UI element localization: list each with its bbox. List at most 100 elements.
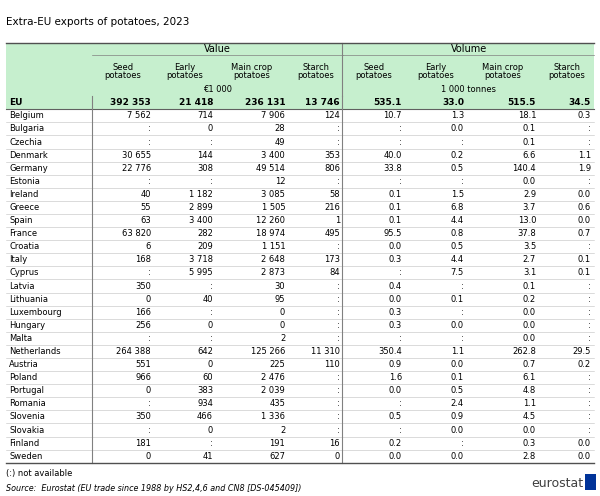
Text: potatoes: potatoes	[297, 71, 334, 80]
Text: 0.3: 0.3	[389, 321, 402, 330]
Text: 934: 934	[197, 399, 213, 408]
Text: 0.1: 0.1	[523, 282, 536, 291]
Text: 84: 84	[329, 268, 340, 277]
Text: Seed: Seed	[364, 63, 385, 72]
Text: 168: 168	[135, 255, 151, 264]
Bar	[6, 397, 594, 410]
Text: 2: 2	[280, 426, 285, 434]
Text: 110: 110	[325, 360, 340, 369]
Bar	[6, 410, 594, 424]
Text: :: :	[461, 137, 464, 146]
Text: 495: 495	[325, 229, 340, 238]
Text: :: :	[461, 308, 464, 317]
Text: 2 648: 2 648	[262, 255, 285, 264]
Text: :: :	[337, 413, 340, 422]
Text: :: :	[588, 282, 591, 291]
Text: 10.7: 10.7	[383, 112, 402, 121]
Bar	[6, 450, 594, 463]
Text: 1 505: 1 505	[262, 203, 285, 212]
Text: 0: 0	[146, 452, 151, 461]
Text: Source:  Eurostat (EU trade since 1988 by HS2,4,6 and CN8 [DS-045409]): Source: Eurostat (EU trade since 1988 by…	[6, 484, 301, 493]
Text: 392 353: 392 353	[110, 98, 151, 107]
Text: (:) not available: (:) not available	[6, 469, 73, 478]
Text: 308: 308	[197, 164, 213, 173]
Bar	[6, 280, 594, 293]
Text: 551: 551	[136, 360, 151, 369]
Text: :: :	[148, 426, 151, 434]
Text: 0.9: 0.9	[451, 413, 464, 422]
Text: 3 085: 3 085	[262, 190, 285, 199]
Text: :: :	[588, 177, 591, 186]
Text: €1 000: €1 000	[203, 85, 232, 94]
Text: :: :	[337, 399, 340, 408]
Text: 4.4: 4.4	[451, 255, 464, 264]
Text: 3 718: 3 718	[189, 255, 213, 264]
Text: 0.0: 0.0	[451, 124, 464, 133]
Text: :: :	[588, 334, 591, 343]
Text: 16: 16	[329, 438, 340, 447]
Text: 3.1: 3.1	[523, 268, 536, 277]
Bar	[6, 358, 594, 371]
Text: 2 899: 2 899	[189, 203, 213, 212]
Bar	[6, 214, 594, 227]
Text: 58: 58	[329, 190, 340, 199]
Text: Value: Value	[204, 44, 231, 54]
Text: 13 746: 13 746	[305, 98, 340, 107]
Text: 1 000 tonnes: 1 000 tonnes	[441, 85, 496, 94]
Text: 1.1: 1.1	[451, 347, 464, 356]
Text: 0.3: 0.3	[523, 438, 536, 447]
Text: :: :	[588, 137, 591, 146]
Bar	[6, 253, 594, 266]
Bar	[6, 371, 594, 384]
Text: 0: 0	[146, 386, 151, 395]
Text: :: :	[588, 321, 591, 330]
Text: 30: 30	[275, 282, 285, 291]
Text: 144: 144	[197, 151, 213, 160]
Text: 0.0: 0.0	[389, 386, 402, 395]
Bar	[6, 123, 594, 135]
Text: 0.1: 0.1	[578, 268, 591, 277]
Text: Slovenia: Slovenia	[9, 413, 45, 422]
Bar	[6, 332, 594, 345]
Text: 12: 12	[275, 177, 285, 186]
Bar	[6, 109, 594, 123]
Text: 0.1: 0.1	[523, 124, 536, 133]
Text: Denmark: Denmark	[9, 151, 48, 160]
Text: 6.8: 6.8	[451, 203, 464, 212]
Text: 0.1: 0.1	[523, 137, 536, 146]
Text: :: :	[337, 386, 340, 395]
Text: 140.4: 140.4	[512, 164, 536, 173]
Text: :: :	[337, 308, 340, 317]
Text: Volume: Volume	[451, 44, 487, 54]
Text: Greece: Greece	[9, 203, 39, 212]
Text: 33.8: 33.8	[383, 164, 402, 173]
Text: Main crop: Main crop	[232, 63, 273, 72]
Text: :: :	[588, 426, 591, 434]
Text: Romania: Romania	[9, 399, 46, 408]
Text: 0.2: 0.2	[578, 360, 591, 369]
Text: 41: 41	[203, 452, 213, 461]
Text: 1.6: 1.6	[389, 373, 402, 382]
Text: 0: 0	[335, 452, 340, 461]
Text: :: :	[148, 124, 151, 133]
Text: :: :	[210, 282, 213, 291]
Text: 18 974: 18 974	[256, 229, 285, 238]
Text: Cyprus: Cyprus	[9, 268, 38, 277]
Text: 2.4: 2.4	[451, 399, 464, 408]
Text: :: :	[588, 308, 591, 317]
Text: potatoes: potatoes	[356, 71, 392, 80]
Text: 350: 350	[135, 413, 151, 422]
Text: 0: 0	[280, 308, 285, 317]
Bar	[6, 201, 594, 214]
Text: 0.5: 0.5	[389, 413, 402, 422]
Text: 0.0: 0.0	[523, 426, 536, 434]
Text: 0: 0	[208, 124, 213, 133]
Text: 95.5: 95.5	[383, 229, 402, 238]
Text: :: :	[461, 438, 464, 447]
Text: :: :	[588, 373, 591, 382]
Text: 0.0: 0.0	[451, 426, 464, 434]
Text: France: France	[9, 229, 37, 238]
Text: Germany: Germany	[9, 164, 48, 173]
Text: 40: 40	[140, 190, 151, 199]
Text: 262.8: 262.8	[512, 347, 536, 356]
